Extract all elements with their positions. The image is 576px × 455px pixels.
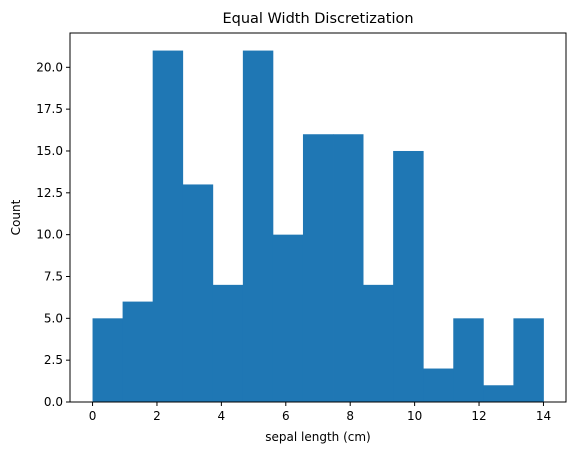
x-axis-ticks: 0 2 4 6 8 10 12 14 (89, 402, 551, 423)
histogram-bar (453, 318, 484, 402)
x-tick-label: 6 (282, 409, 290, 423)
x-tick-label: 8 (346, 409, 354, 423)
histogram-bar (212, 284, 244, 402)
y-tick-label: 15.0 (36, 144, 63, 158)
chart-title: Equal Width Discretization (222, 11, 413, 27)
histogram-bar (272, 234, 304, 402)
bars-group (92, 50, 544, 402)
histogram-bar (302, 134, 334, 402)
x-tick-label: 12 (471, 409, 486, 423)
y-axis-ticks: 0.0 2.5 5.0 7.5 10.0 12.5 15.0 17.5 20.0 (36, 60, 70, 409)
histogram-bar (92, 318, 123, 402)
y-axis-label: Count (9, 199, 23, 235)
histogram-bar (393, 150, 424, 402)
y-tick-label: 20.0 (36, 60, 63, 74)
y-tick-label: 2.5 (44, 353, 63, 367)
histogram-bar (122, 301, 154, 402)
histogram-bar (363, 284, 394, 402)
histogram-bar (483, 385, 514, 402)
histogram-bar (423, 368, 454, 402)
histogram-bar (152, 50, 184, 402)
plot-frame (69, 32, 567, 403)
x-tick-label: 0 (89, 409, 97, 423)
x-tick-label: 4 (218, 409, 226, 423)
y-tick-label: 17.5 (36, 102, 63, 116)
histogram-bar (242, 50, 274, 402)
y-tick-label: 0.0 (44, 395, 63, 409)
x-tick-label: 10 (407, 409, 422, 423)
histogram-bar (182, 184, 214, 402)
x-tick-label: 14 (536, 409, 551, 423)
y-tick-label: 10.0 (36, 228, 63, 242)
y-tick-label: 12.5 (36, 186, 63, 200)
x-axis-label: sepal length (cm) (265, 430, 370, 444)
y-tick-label: 7.5 (44, 269, 63, 283)
histogram-bar (333, 134, 364, 402)
x-tick-label: 2 (153, 409, 161, 423)
histogram-bar (513, 318, 544, 402)
y-tick-label: 5.0 (44, 311, 63, 325)
